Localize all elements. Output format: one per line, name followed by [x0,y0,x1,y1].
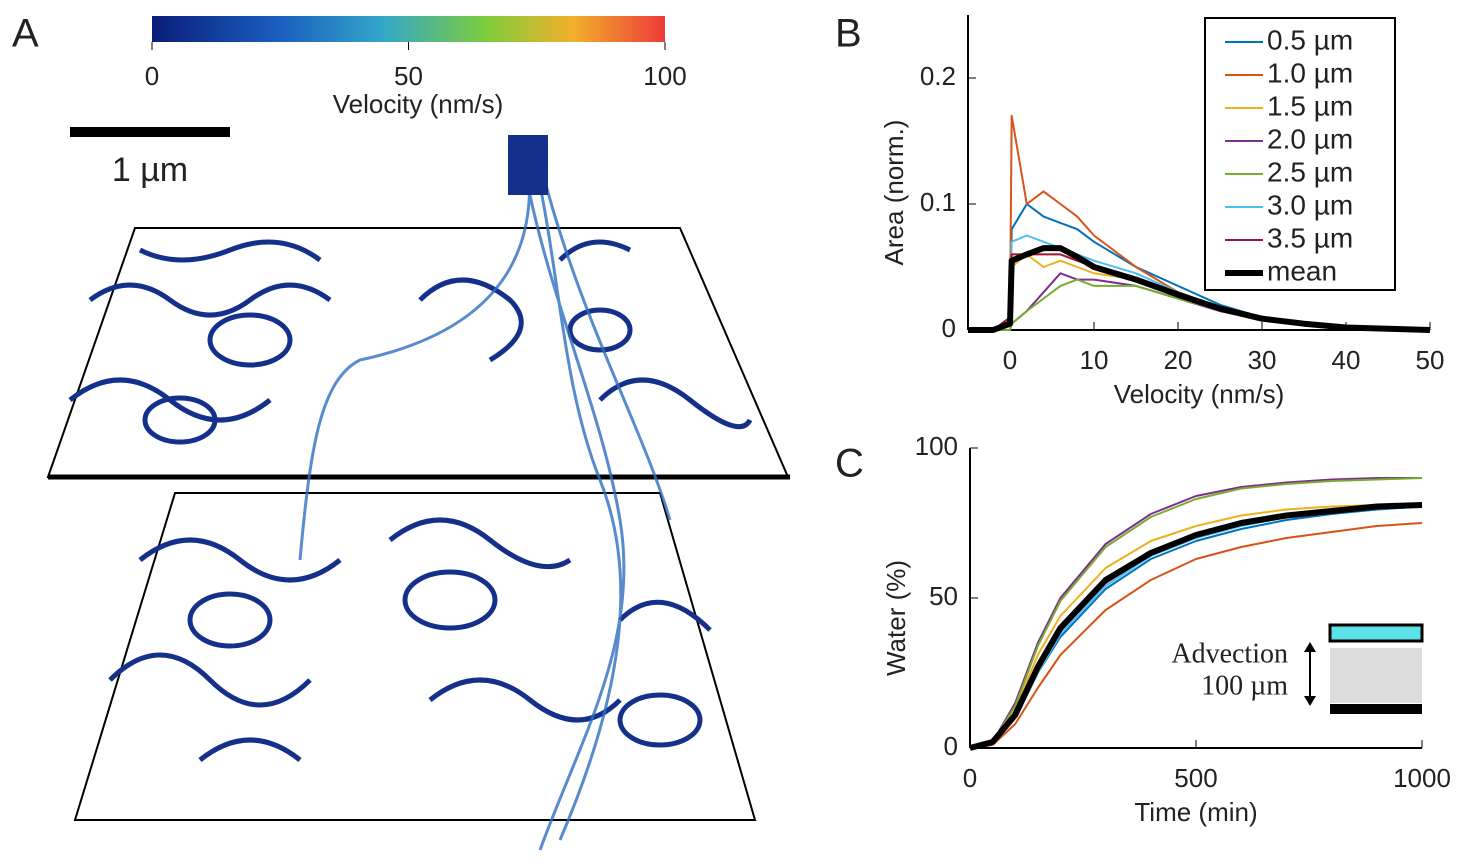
colorbar [152,16,665,42]
legend-box [1204,17,1396,291]
scale-bar-label: 1 µm [112,151,188,189]
inset-diagram [1304,623,1424,714]
network-render [46,135,790,851]
inset-size: 100 µm [1201,670,1288,701]
y-tick-label: 0.1 [920,187,956,217]
x-tick-label: 10 [1080,345,1109,375]
inset-label: Advection [1171,638,1288,669]
legend-label: 3.0 µm [1267,189,1353,220]
legend-label: 3.5 µm [1267,222,1353,253]
panel-label: B [835,12,862,56]
legend-label: 2.0 µm [1267,123,1353,154]
scale-bar [70,127,230,137]
data-line [969,502,1423,751]
x-tick-label: 1000 [1393,763,1451,793]
legend-label: 1.0 µm [1267,57,1353,88]
panel-label: A [12,12,39,56]
data-line [969,477,1423,749]
x-tick-label: 40 [1332,345,1361,375]
legend-label: 2.5 µm [1267,156,1353,187]
x-tick-label: 0 [1003,345,1017,375]
y-axis-label: Water (%) [881,560,911,676]
colorbar-tick-label: 100 [643,61,686,91]
colorbar-tick-label: 50 [394,61,423,91]
y-tick-label: 100 [915,431,958,461]
legend-label: 0.5 µm [1267,24,1353,55]
x-axis-label: Time (min) [1134,797,1257,827]
colorbar-tick-label: 0 [145,61,159,91]
y-axis-label: Area (norm.) [879,120,909,266]
x-tick-label: 0 [963,763,977,793]
data-line [968,245,1431,333]
colorbar-label: Velocity (nm/s) [333,89,504,119]
y-tick-label: 50 [929,581,958,611]
x-tick-label: 500 [1174,763,1217,793]
y-tick-label: 0.2 [920,61,956,91]
x-axis-label: Velocity (nm/s) [1114,379,1285,409]
x-tick-label: 30 [1248,345,1277,375]
data-line [969,522,1423,749]
y-tick-label: 0 [944,731,958,761]
panel-label: C [835,442,864,486]
x-tick-label: 20 [1164,345,1193,375]
data-line [969,477,1422,749]
y-tick-label: 0 [942,313,956,343]
x-tick-label: 50 [1416,345,1445,375]
legend-label: 1.5 µm [1267,90,1353,121]
legend-label: mean [1267,255,1337,286]
